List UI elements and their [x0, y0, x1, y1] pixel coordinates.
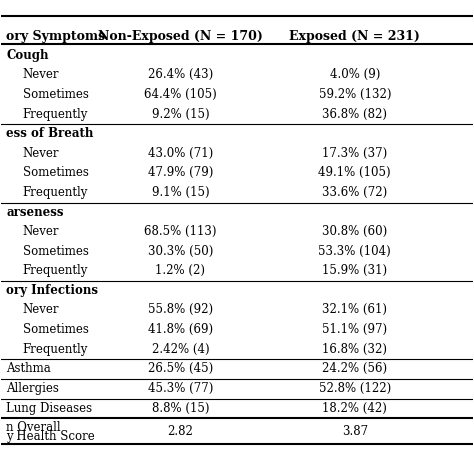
Text: 43.0% (71): 43.0% (71)	[148, 146, 213, 160]
Text: Sometimes: Sometimes	[23, 323, 89, 336]
Text: ess of Breath: ess of Breath	[6, 128, 93, 140]
Text: 18.2% (42): 18.2% (42)	[322, 402, 387, 415]
Text: 52.8% (122): 52.8% (122)	[319, 382, 391, 395]
Text: 4.0% (9): 4.0% (9)	[329, 68, 380, 82]
Text: Cough: Cough	[6, 49, 49, 62]
Text: y Health Score: y Health Score	[6, 429, 95, 443]
Text: Allergies: Allergies	[6, 382, 59, 395]
Text: 36.8% (82): 36.8% (82)	[322, 108, 387, 121]
Text: Frequently: Frequently	[23, 186, 88, 199]
Text: 53.3% (104): 53.3% (104)	[319, 245, 391, 258]
Text: arseness: arseness	[6, 206, 64, 219]
Text: ory Infections: ory Infections	[6, 284, 98, 297]
Text: Asthma: Asthma	[6, 363, 51, 375]
Text: 30.3% (50): 30.3% (50)	[148, 245, 213, 258]
Text: Never: Never	[23, 68, 59, 82]
Text: 24.2% (56): 24.2% (56)	[322, 363, 387, 375]
Text: 9.1% (15): 9.1% (15)	[152, 186, 209, 199]
Text: 33.6% (72): 33.6% (72)	[322, 186, 387, 199]
Text: Exposed (N = 231): Exposed (N = 231)	[289, 30, 420, 43]
Text: Never: Never	[23, 225, 59, 238]
Text: 47.9% (79): 47.9% (79)	[148, 166, 213, 180]
Text: 68.5% (113): 68.5% (113)	[144, 225, 217, 238]
Text: Never: Never	[23, 146, 59, 160]
Text: 32.1% (61): 32.1% (61)	[322, 303, 387, 316]
Text: 16.8% (32): 16.8% (32)	[322, 343, 387, 356]
Text: 3.87: 3.87	[342, 425, 368, 438]
Text: ory Symptoms: ory Symptoms	[6, 30, 105, 43]
Text: Never: Never	[23, 303, 59, 316]
Text: 1.2% (2): 1.2% (2)	[155, 264, 205, 277]
Text: Sometimes: Sometimes	[23, 88, 89, 101]
Text: 59.2% (132): 59.2% (132)	[319, 88, 391, 101]
Text: 64.4% (105): 64.4% (105)	[144, 88, 217, 101]
Text: 45.3% (77): 45.3% (77)	[148, 382, 213, 395]
Text: 26.4% (43): 26.4% (43)	[148, 68, 213, 82]
Text: Frequently: Frequently	[23, 108, 88, 121]
Text: n Overall: n Overall	[6, 421, 61, 434]
Text: 15.9% (31): 15.9% (31)	[322, 264, 387, 277]
Text: 2.42% (4): 2.42% (4)	[152, 343, 209, 356]
Text: Frequently: Frequently	[23, 264, 88, 277]
Text: 8.8% (15): 8.8% (15)	[152, 402, 209, 415]
Text: Sometimes: Sometimes	[23, 245, 89, 258]
Text: 41.8% (69): 41.8% (69)	[148, 323, 213, 336]
Text: 51.1% (97): 51.1% (97)	[322, 323, 387, 336]
Text: Frequently: Frequently	[23, 343, 88, 356]
Text: 55.8% (92): 55.8% (92)	[148, 303, 213, 316]
Text: Sometimes: Sometimes	[23, 166, 89, 180]
Text: 30.8% (60): 30.8% (60)	[322, 225, 387, 238]
Text: 9.2% (15): 9.2% (15)	[152, 108, 209, 121]
Text: Non-Exposed (N = 170): Non-Exposed (N = 170)	[98, 30, 263, 43]
Text: 26.5% (45): 26.5% (45)	[148, 363, 213, 375]
Text: Lung Diseases: Lung Diseases	[6, 402, 92, 415]
Text: 2.82: 2.82	[167, 425, 193, 438]
Text: 17.3% (37): 17.3% (37)	[322, 146, 387, 160]
Text: 49.1% (105): 49.1% (105)	[319, 166, 391, 180]
